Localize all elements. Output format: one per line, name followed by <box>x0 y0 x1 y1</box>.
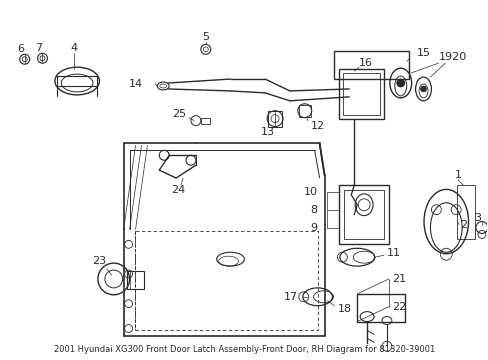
Text: 17: 17 <box>283 292 297 302</box>
Text: 23: 23 <box>92 256 106 266</box>
Text: 15: 15 <box>416 48 430 58</box>
Bar <box>298 105 310 117</box>
Bar <box>456 185 474 239</box>
Text: 1920: 1920 <box>437 52 466 62</box>
Text: 10: 10 <box>303 187 317 197</box>
Text: 4: 4 <box>70 43 78 53</box>
Text: 7: 7 <box>35 43 42 53</box>
Circle shape <box>420 86 426 92</box>
Circle shape <box>396 79 404 87</box>
Text: 3: 3 <box>473 213 481 222</box>
Text: 24: 24 <box>171 185 185 195</box>
Bar <box>201 118 209 123</box>
Text: 21: 21 <box>391 274 405 284</box>
Text: 22: 22 <box>391 302 405 312</box>
Text: 18: 18 <box>337 303 351 314</box>
Bar <box>356 294 404 321</box>
Bar <box>339 185 388 244</box>
Bar <box>344 190 383 239</box>
Text: 5: 5 <box>202 32 209 42</box>
Bar <box>339 69 383 119</box>
Text: 12: 12 <box>310 121 324 131</box>
Text: 6: 6 <box>17 44 24 54</box>
Text: 9: 9 <box>310 222 317 233</box>
Bar <box>126 271 144 289</box>
Text: 14: 14 <box>129 79 143 89</box>
Text: 8: 8 <box>310 205 317 215</box>
Text: 25: 25 <box>171 109 185 119</box>
Text: 1: 1 <box>454 170 461 180</box>
Text: 2001 Hyundai XG300 Front Door Latch Assembly-Front Door, RH Diagram for 81320-39: 2001 Hyundai XG300 Front Door Latch Asse… <box>54 345 434 354</box>
Text: 11: 11 <box>386 248 400 258</box>
Bar <box>267 111 282 127</box>
Text: 16: 16 <box>359 58 372 68</box>
Bar <box>334 51 408 79</box>
Text: 13: 13 <box>261 127 275 138</box>
Bar <box>343 73 379 115</box>
Text: 2: 2 <box>459 220 467 230</box>
